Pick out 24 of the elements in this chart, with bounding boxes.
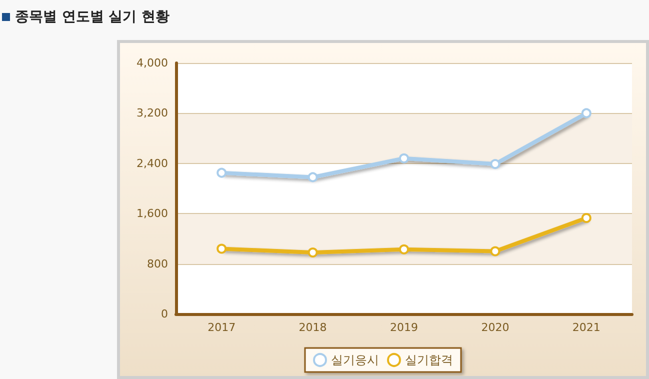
- point: [399, 153, 409, 164]
- y-tick-label: 800: [147, 257, 168, 270]
- x-tick-label: 2018: [298, 321, 327, 334]
- point: [581, 212, 592, 223]
- chart-title: 종목별 연도별 실기 현황: [15, 8, 170, 26]
- point: [490, 159, 500, 170]
- point: [308, 172, 318, 182]
- point: [308, 248, 318, 258]
- x-tick-label: 2020: [481, 321, 510, 334]
- point: [490, 246, 500, 256]
- legend-label: 실기합격: [405, 353, 453, 367]
- x-tick-label: 2021: [572, 321, 600, 334]
- x-tick-label: 2017: [208, 321, 236, 334]
- point: [216, 168, 227, 178]
- point: [216, 244, 227, 254]
- x-tick-label: 2019: [390, 321, 418, 334]
- y-tick-label: 3,200: [136, 106, 168, 120]
- y-tick-label: 1,600: [136, 207, 168, 220]
- y-tick-label: 2,400: [136, 156, 168, 170]
- point: [581, 108, 592, 118]
- y-tick-label: 4,000: [136, 56, 168, 70]
- legend-label: 실기응시: [331, 353, 379, 367]
- y-tick-label: 0: [161, 308, 168, 320]
- point: [399, 244, 409, 254]
